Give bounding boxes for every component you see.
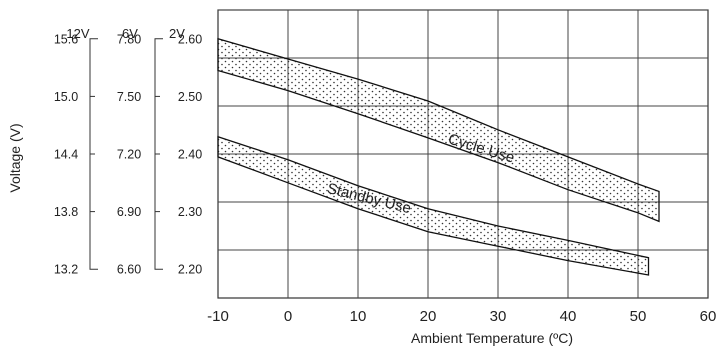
y-tick-label: 2.50 (178, 90, 202, 104)
voltage-scale-header: 12V (66, 26, 89, 41)
y-tick-label: 14.4 (54, 148, 78, 162)
x-axis-title: Ambient Temperature (ºC) (411, 330, 573, 346)
x-tick-label: 0 (284, 308, 292, 325)
y-tick-label: 6.60 (117, 263, 141, 277)
x-tick-labels: -10 0 10 20 30 40 50 60 (207, 308, 716, 325)
y-tick-label: 2.60 (178, 32, 202, 46)
y-tick-label: 6.90 (117, 205, 141, 219)
y-tick-label: 13.2 (54, 263, 78, 277)
y-tick-label: 2.40 (178, 148, 202, 162)
x-tick-label: -10 (207, 308, 229, 325)
y-tick-label: 7.20 (117, 148, 141, 162)
cycle-use-band (217, 37, 660, 223)
voltage-bands (217, 37, 660, 276)
y-tick-label: 2.30 (178, 205, 202, 219)
y-tick-label: 13.8 (54, 205, 78, 219)
y-tick-label: 7.80 (117, 32, 141, 46)
y-tick-label: 2.20 (178, 263, 202, 277)
y-tick-label: 15.6 (54, 32, 78, 46)
voltage-scale-header: 2V (169, 26, 185, 41)
standby-use-band (217, 135, 650, 276)
voltage-scale-header: 6V (122, 26, 138, 41)
y-tick-label: 15.0 (54, 90, 78, 104)
x-tick-label: 30 (490, 308, 507, 325)
plot-grid (217, 9, 709, 299)
y-tick-label: 7.50 (117, 90, 141, 104)
x-tick-label: 20 (420, 308, 437, 325)
y-axis-title: Voltage (V) (7, 123, 23, 192)
x-tick-label: 60 (700, 308, 717, 325)
x-tick-label: 50 (630, 308, 647, 325)
x-tick-label: 10 (350, 308, 367, 325)
x-tick-label: 40 (560, 308, 577, 325)
